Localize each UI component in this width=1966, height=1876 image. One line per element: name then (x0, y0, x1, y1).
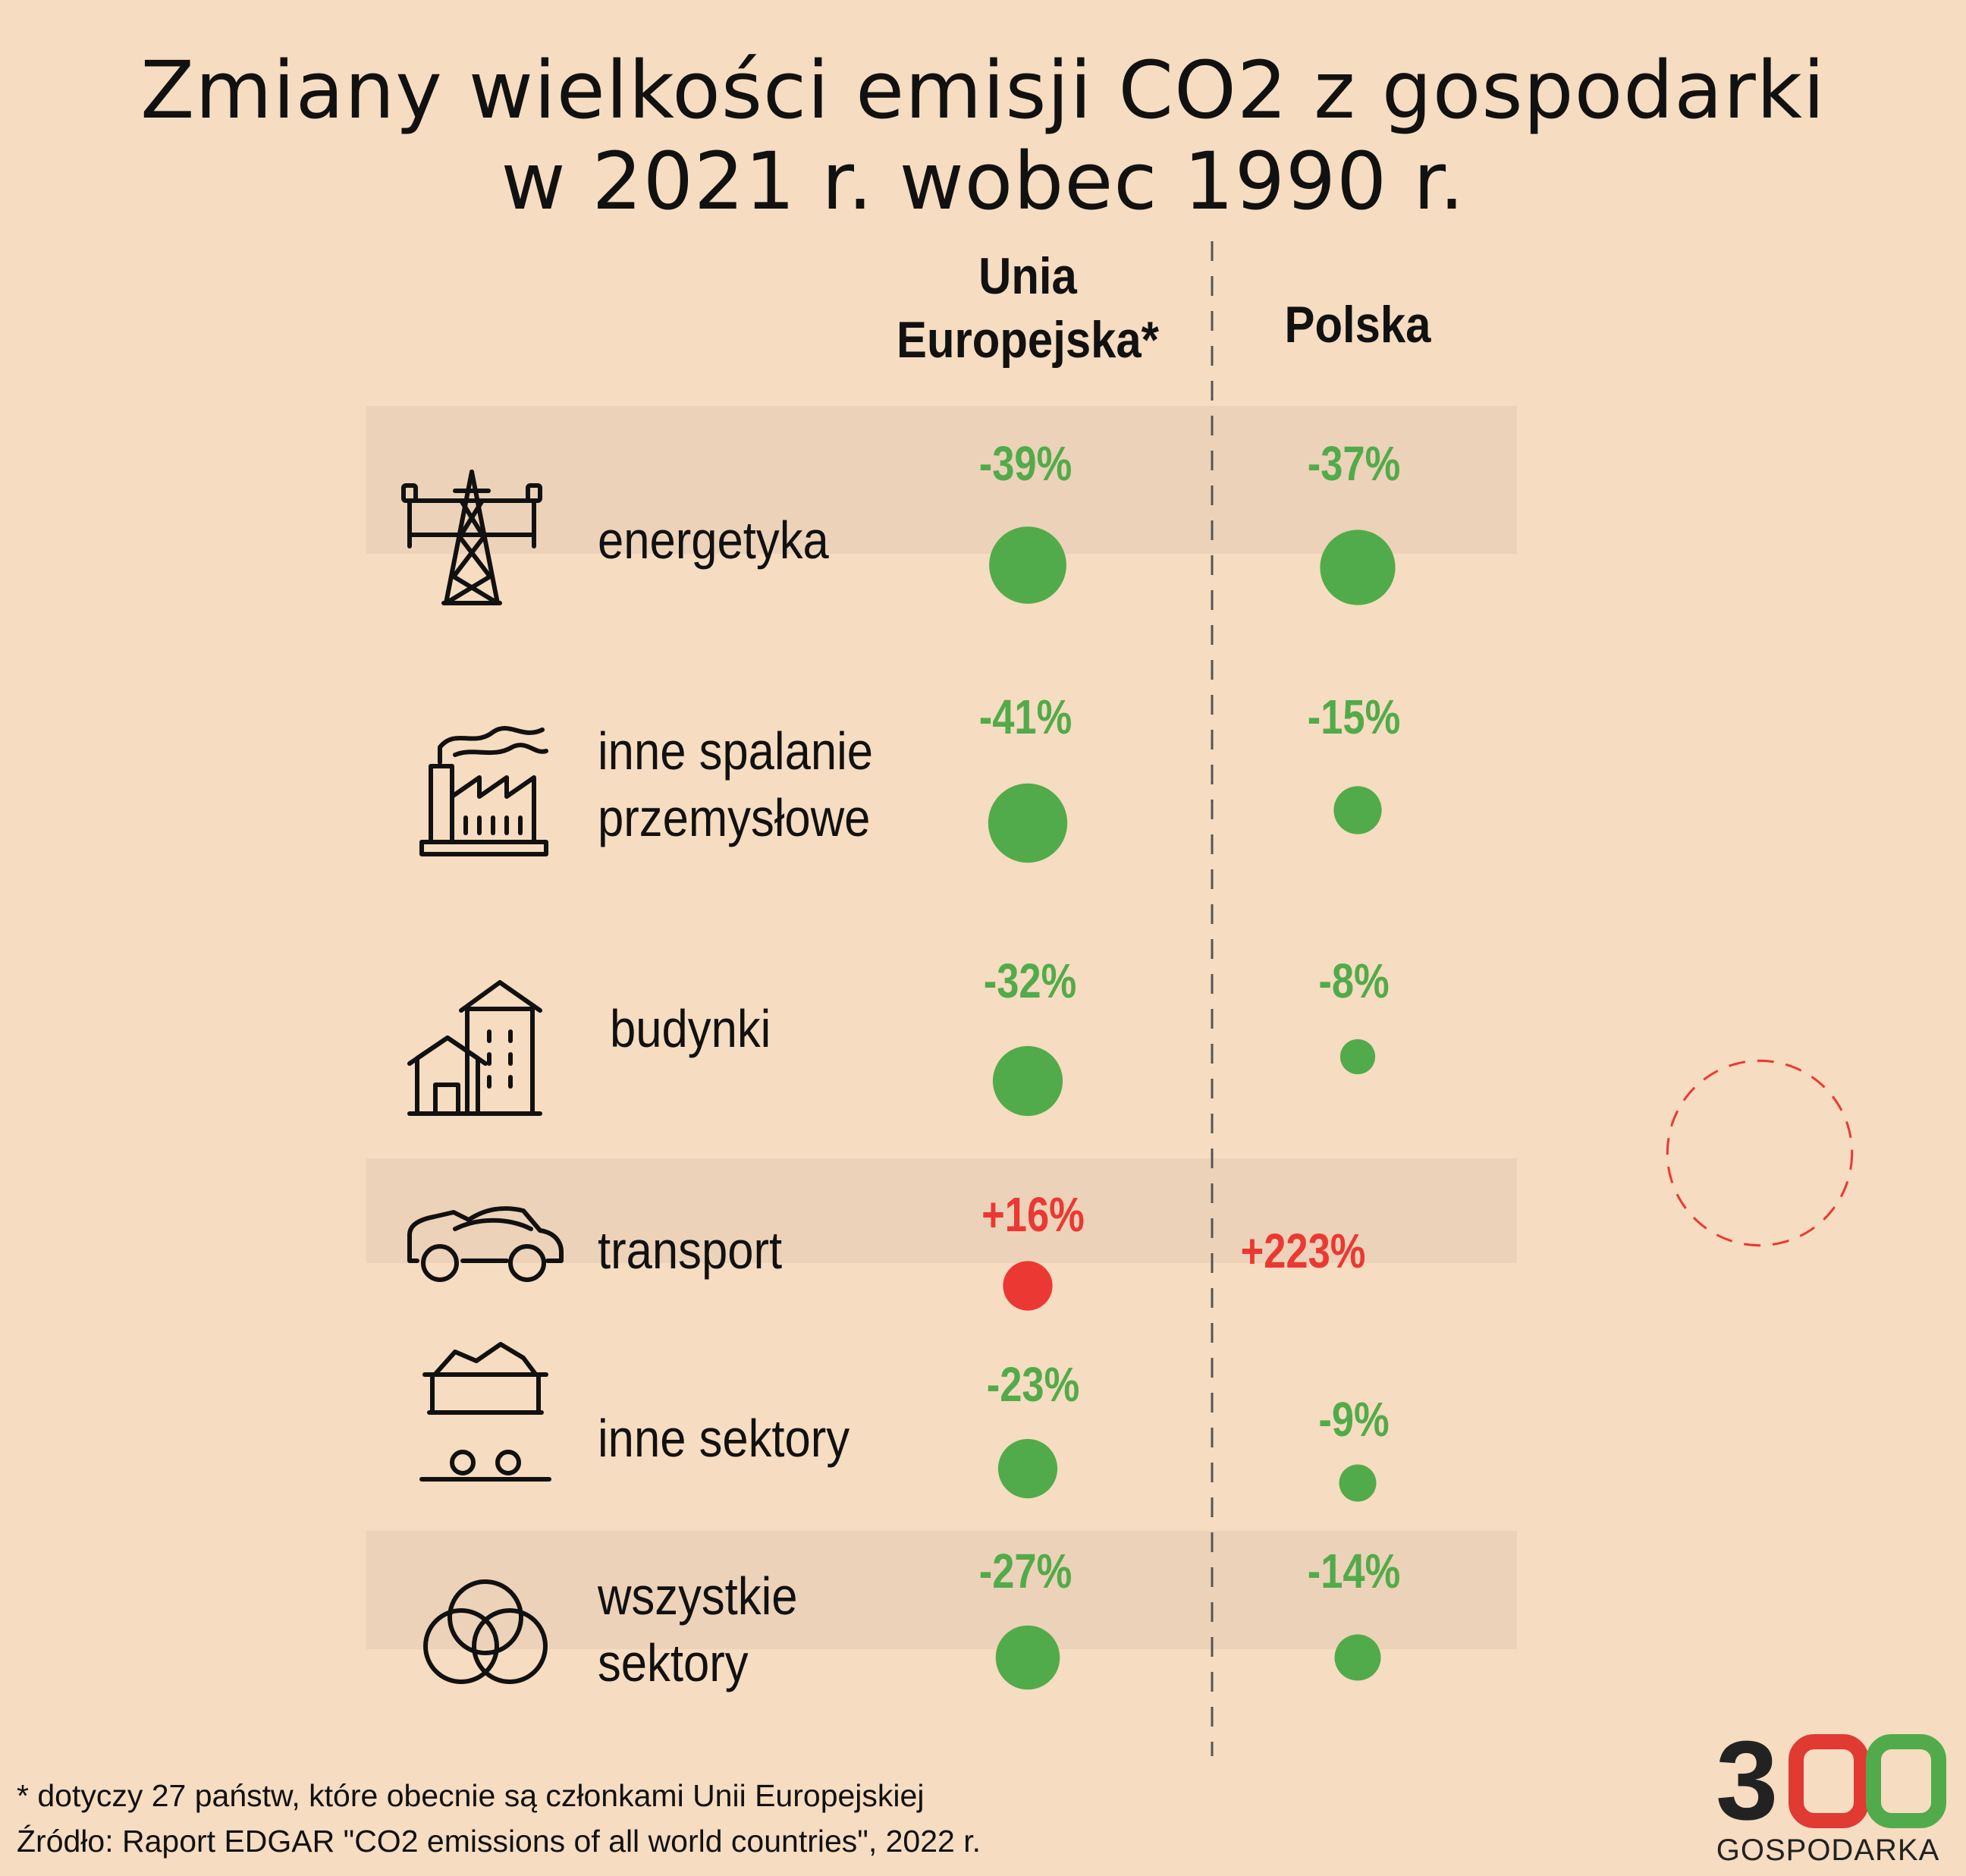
row-label-transport: transport (598, 1221, 783, 1280)
pct-label-eu-inne-spalanie: -41% (978, 690, 1073, 744)
source-note: Źródło: Raport EDGAR "CO2 emissions of a… (17, 1824, 981, 1859)
row-label-budynki: budynki (610, 999, 771, 1058)
bubble-pl-5 (1334, 1634, 1381, 1681)
bubble-eu-5 (995, 1625, 1060, 1690)
buildings-icon (407, 980, 542, 1116)
pct-label-pl-inne-sektory: -9% (1318, 1392, 1390, 1447)
row-band (366, 1531, 1517, 1649)
pct-label-eu-energetyka: -39% (978, 436, 1073, 491)
row-label-inne-spalanie: inne spalanie przemysłowe (598, 718, 873, 851)
pct-label-eu-inne-sektory: -23% (986, 1357, 1080, 1412)
pct-label-pl-transport: +223% (1240, 1224, 1366, 1278)
bubble-eu-3 (1003, 1261, 1053, 1311)
bubble-eu-1 (988, 783, 1068, 863)
row-band (366, 406, 1517, 554)
row-label-energetyka: energetyka (598, 511, 829, 570)
logo-digit-0-green (1866, 1734, 1946, 1828)
bubble-pl-2 (1339, 1039, 1376, 1075)
bubble-eu-4 (997, 1438, 1058, 1499)
chart-title-line-1: Zmiany wielkości emisji CO2 z gospodarki (140, 44, 1826, 137)
power-pylon-icon (401, 470, 542, 605)
pct-label-pl-budynki: -8% (1318, 954, 1390, 1008)
column-header-pl: Polska (1284, 296, 1431, 354)
pct-label-pl-energetyka: -37% (1307, 436, 1401, 491)
pct-label-pl-wszystkie: -14% (1307, 1544, 1401, 1598)
car-icon (407, 1206, 564, 1282)
pct-label-eu-budynki: -32% (983, 954, 1077, 1008)
logo-wordmark: GOSPODARKA (1716, 1834, 1940, 1866)
factory-icon (419, 726, 548, 856)
row-label-inne-sektory: inne sektory (598, 1409, 850, 1468)
bubble-eu-2 (992, 1045, 1063, 1117)
column-header-eu-line-1: Unia (978, 247, 1077, 305)
icon-layer (401, 470, 564, 1684)
column-header-eu-line-2: Europejska* (897, 311, 1159, 369)
pct-label-pl-inne-spalanie: -15% (1307, 690, 1401, 744)
bubble-pl-0 (1320, 529, 1396, 605)
bubble-pl-1 (1333, 786, 1382, 834)
row-label-wszystkie-line-1: wszystkie (598, 1566, 798, 1626)
chart-title-line-2: w 2021 r. wobec 1990 r. (501, 135, 1465, 228)
row-label-wszystkie-line-2: sektory (598, 1633, 749, 1692)
logo-digit-3: 3 (1716, 1730, 1778, 1843)
row-label-inne-spalanie-line-1: inne spalanie (598, 721, 874, 781)
row-bands (366, 406, 1517, 1649)
bubble-eu-0 (989, 526, 1066, 604)
row-label-wszystkie-sektory: wszystkie sektory (598, 1563, 798, 1696)
pct-label-eu-wszystkie: -27% (978, 1544, 1073, 1598)
logo-digit-0-red (1789, 1734, 1869, 1828)
footnote: * dotyczy 27 państw, które obecnie są cz… (17, 1778, 925, 1813)
bubble-pl-4 (1339, 1464, 1377, 1502)
venn-circles-icon (423, 1579, 548, 1684)
bubble-layer (988, 526, 1854, 1690)
logo-300-gospodarka: 3 GOSPODARKA (1716, 1730, 1946, 1866)
row-label-inne-spalanie-line-2: przemysłowe (598, 788, 871, 847)
mine-cart-icon (419, 1342, 551, 1482)
column-header-eu: Unia Europejska* (871, 244, 1185, 372)
bubble-pl-overflow-outline (1666, 1059, 1854, 1247)
pct-label-eu-transport: +16% (981, 1187, 1085, 1242)
